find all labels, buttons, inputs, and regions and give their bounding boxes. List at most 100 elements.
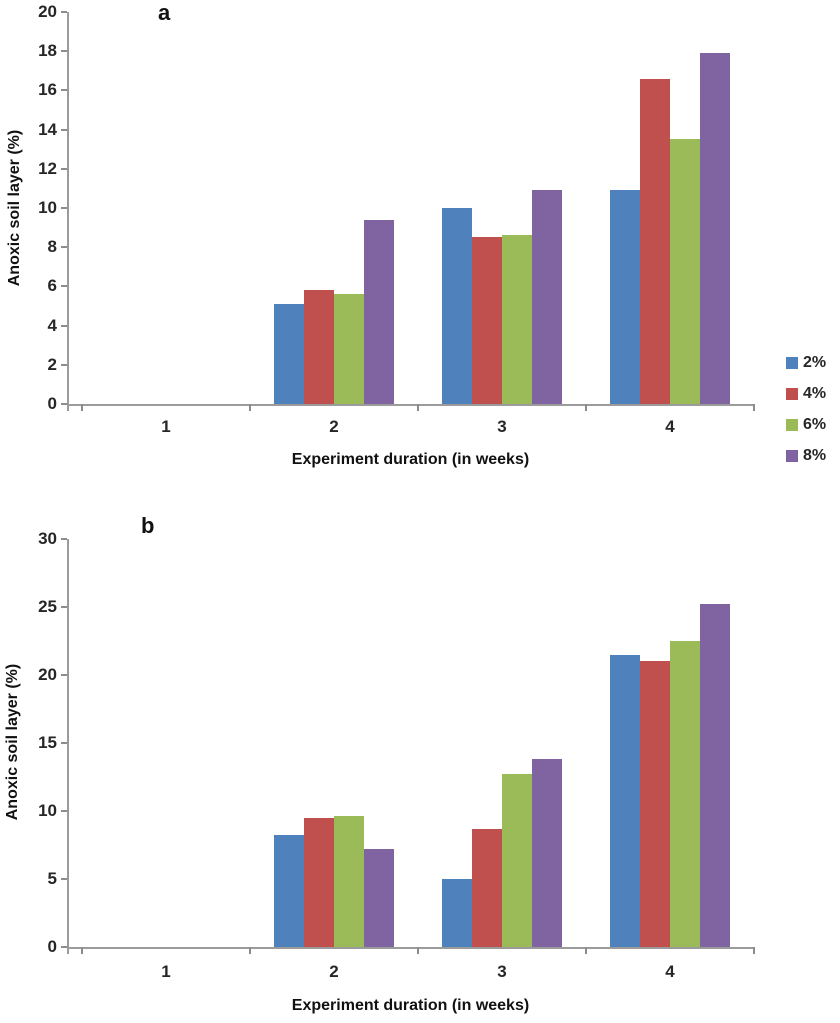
- legend-label-2pct: 2%: [803, 353, 827, 371]
- legend-swatch-6pct-icon: [786, 418, 798, 431]
- x-tick-label-a: 1: [161, 417, 171, 436]
- bar-2%-week4-a: [610, 190, 640, 404]
- bar-8%-week3-a: [532, 190, 562, 404]
- legend-item-2pct: 2%: [786, 353, 826, 372]
- bar-4%-week3-b: [472, 828, 502, 947]
- bar-8%-week4-b: [700, 604, 730, 947]
- y-tick-label-a: 14: [38, 119, 57, 139]
- bar-8%-week2-a: [364, 219, 394, 404]
- legend-swatch-8pct-icon: [786, 449, 798, 462]
- y-tick-label-b: 20: [38, 665, 57, 684]
- y-tick-a: [61, 363, 67, 366]
- y-tick-a: [61, 167, 67, 170]
- legend-label-4pct: 4%: [803, 384, 827, 402]
- x-tick-a: [81, 404, 83, 411]
- x-tick-b: [81, 947, 83, 954]
- legend-item-8pct: 8%: [786, 446, 826, 465]
- y-tick-label-b: 10: [38, 801, 57, 820]
- x-tick-label-b: 1: [161, 962, 171, 981]
- legend-item-4pct: 4%: [786, 384, 826, 403]
- bar-6%-week2-a: [334, 294, 364, 404]
- bar-2%-week3-a: [442, 208, 472, 404]
- y-tick-a: [61, 246, 67, 249]
- y-tick-a: [61, 403, 67, 405]
- x-tick-label-a: 3: [497, 417, 507, 436]
- y-tick-label-a: 10: [38, 198, 57, 217]
- y-tick-label-b: 5: [47, 869, 57, 888]
- x-tick-label-a: 4: [665, 417, 675, 436]
- x-tick-a: [417, 404, 419, 411]
- y-tick-a: [61, 11, 67, 13]
- y-tick-a: [61, 50, 67, 53]
- x-tick-label-b: 4: [665, 962, 675, 981]
- y-axis-line-b: [67, 539, 69, 954]
- bar-6%-week4-a: [670, 139, 700, 404]
- y-tick-b: [61, 946, 67, 948]
- bar-4%-week2-b: [304, 817, 334, 947]
- bar-2%-week4-b: [610, 654, 640, 947]
- legend-item-6pct: 6%: [786, 415, 826, 434]
- bar-4%-week4-a: [640, 78, 670, 404]
- x-tick-label-b: 3: [497, 962, 507, 981]
- x-axis-title-a: Experiment duration (in weeks): [291, 451, 530, 468]
- legend-label-6pct: 6%: [803, 415, 827, 433]
- y-tick-label-a: 20: [38, 2, 57, 21]
- y-tick-b: [61, 810, 67, 812]
- bar-4%-week3-a: [472, 237, 502, 404]
- y-tick-label-a: 16: [38, 80, 57, 100]
- y-tick-label-a: 8: [47, 237, 57, 257]
- x-tick-a: [249, 404, 251, 411]
- y-tick-b: [61, 878, 67, 880]
- x-tick-b: [585, 947, 587, 954]
- y-tick-label-a: 2: [47, 354, 57, 374]
- bar-6%-week3-b: [502, 774, 532, 947]
- y-tick-label-a: 12: [38, 158, 57, 178]
- y-tick-b: [61, 674, 67, 676]
- y-tick-label-a: 6: [47, 276, 57, 296]
- legend-swatch-4pct-icon: [786, 387, 798, 400]
- x-axis-title-b: Experiment duration (in weeks): [291, 997, 530, 1014]
- y-tick-a: [61, 207, 67, 209]
- y-tick-a: [61, 128, 67, 131]
- x-tick-a: [585, 404, 587, 411]
- bar-4%-week4-b: [640, 661, 670, 947]
- legend-label-8pct: 8%: [803, 446, 827, 464]
- y-axis-line-a: [67, 12, 69, 411]
- y-tick-b: [61, 606, 67, 608]
- bar-4%-week2-a: [304, 290, 334, 404]
- bar-8%-week3-b: [532, 759, 562, 947]
- y-tick-label-b: 30: [38, 529, 57, 548]
- y-tick-label-b: 15: [38, 733, 57, 752]
- x-axis-line-a: [67, 404, 754, 406]
- legend-swatch-2pct-icon: [786, 356, 798, 369]
- bar-2%-week3-b: [442, 879, 472, 947]
- x-tick-label-a: 2: [329, 417, 339, 436]
- bar-6%-week2-b: [334, 816, 364, 947]
- bar-6%-week4-b: [670, 641, 700, 947]
- y-tick-a: [61, 89, 67, 92]
- y-tick-label-b: 25: [38, 597, 57, 616]
- y-tick-label-a: 18: [38, 41, 57, 61]
- panel-label-b: b: [141, 513, 155, 538]
- bar-6%-week3-a: [502, 235, 532, 404]
- x-tick-b: [249, 947, 251, 954]
- y-tick-b: [61, 538, 67, 540]
- bar-8%-week4-a: [700, 53, 730, 404]
- y-tick-b: [61, 742, 67, 744]
- x-tick-label-b: 2: [329, 962, 339, 981]
- bar-8%-week2-b: [364, 849, 394, 947]
- y-tick-a: [61, 285, 67, 288]
- bar-2%-week2-b: [274, 835, 304, 947]
- x-tick-b: [753, 947, 755, 954]
- bar-2%-week2-a: [274, 304, 304, 404]
- x-axis-line-b: [67, 947, 754, 949]
- y-tick-label-a: 4: [47, 315, 57, 335]
- panel-label-a: a: [158, 0, 171, 25]
- y-tick-a: [61, 324, 67, 327]
- x-tick-a: [753, 404, 755, 411]
- y-tick-label-a: 0: [47, 394, 57, 413]
- x-tick-b: [417, 947, 419, 954]
- legend: 2% 4% 6% 8%: [786, 353, 826, 465]
- y-tick-label-b: 0: [47, 937, 57, 956]
